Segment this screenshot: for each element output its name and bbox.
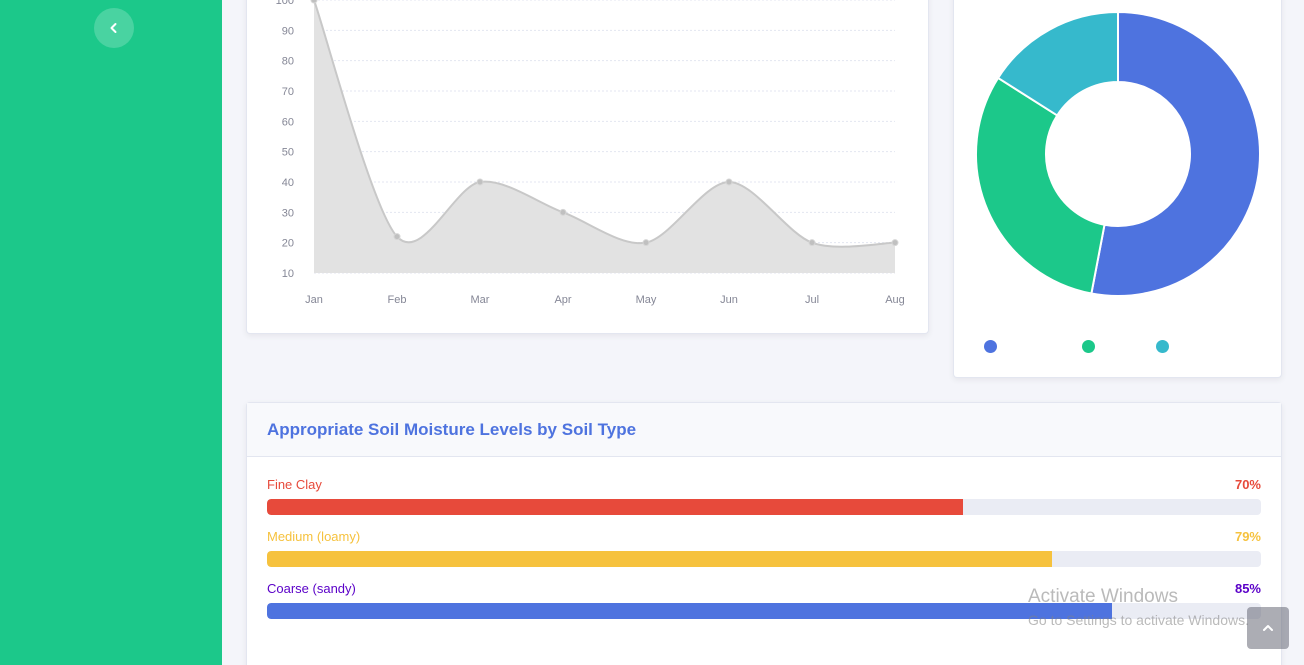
y-tick-label: 50 xyxy=(282,147,294,159)
progress-track xyxy=(267,551,1261,567)
data-point[interactable] xyxy=(891,239,899,247)
progress-labels: Coarse (sandy) 85% xyxy=(267,581,1261,596)
y-tick-label: 60 xyxy=(282,116,294,128)
y-tick-label: 100 xyxy=(276,0,294,7)
donut-chart-card xyxy=(953,0,1282,378)
soil-card-title: Appropriate Soil Moisture Levels by Soil… xyxy=(267,420,637,439)
donut-chart xyxy=(975,10,1261,297)
progress-track xyxy=(267,499,1261,515)
data-point[interactable] xyxy=(559,208,567,216)
data-point[interactable] xyxy=(642,239,650,247)
progress-label: Coarse (sandy) xyxy=(267,581,356,596)
x-tick-label: Jul xyxy=(805,294,819,306)
legend-dot[interactable] xyxy=(984,340,997,353)
progress-row: Fine Clay 70% xyxy=(267,477,1261,515)
progress-labels: Medium (loamy) 79% xyxy=(267,529,1261,544)
x-tick-label: Apr xyxy=(554,294,571,306)
y-tick-label: 20 xyxy=(282,238,294,250)
y-tick-label: 10 xyxy=(282,268,294,280)
data-point[interactable] xyxy=(310,0,318,4)
area-fill xyxy=(314,0,895,273)
x-tick-label: Jun xyxy=(720,294,738,306)
progress-fill xyxy=(267,551,1053,567)
donut-slice[interactable] xyxy=(1090,10,1261,297)
chevron-up-icon xyxy=(1263,625,1273,631)
legend-dot[interactable] xyxy=(1082,340,1095,353)
y-tick-label: 40 xyxy=(282,177,294,189)
progress-value: 79% xyxy=(1234,529,1261,544)
data-point[interactable] xyxy=(393,233,401,241)
progress-row: Coarse (sandy) 85% xyxy=(267,581,1261,619)
y-tick-label: 70 xyxy=(282,86,294,98)
sidebar xyxy=(0,0,222,665)
series-line xyxy=(313,0,896,248)
donut-slice[interactable] xyxy=(996,10,1119,117)
x-tick-label: May xyxy=(636,294,657,306)
y-tick-label: 90 xyxy=(282,25,294,37)
progress-value: 85% xyxy=(1234,581,1261,596)
x-tick-label: Jan xyxy=(305,294,323,306)
scroll-to-top-button[interactable] xyxy=(1247,607,1289,649)
progress-label: Fine Clay xyxy=(267,477,322,492)
legend-dot[interactable] xyxy=(1156,340,1169,353)
progress-track xyxy=(267,603,1261,619)
data-point[interactable] xyxy=(725,178,733,186)
progress-row: Medium (loamy) 79% xyxy=(267,529,1261,567)
donut-legend xyxy=(984,340,1264,354)
progress-value: 70% xyxy=(1234,477,1261,492)
x-tick-label: Feb xyxy=(388,294,407,306)
x-tick-label: Aug xyxy=(885,294,905,306)
chevron-left-icon xyxy=(110,23,117,33)
progress-label: Medium (loamy) xyxy=(267,529,361,544)
soil-card-body: Fine Clay 70% Medium (loamy) 79% Coarse (san… xyxy=(247,457,1281,619)
progress-fill xyxy=(267,499,963,515)
soil-card-header: Appropriate Soil Moisture Levels by Soil… xyxy=(247,403,1281,457)
data-point[interactable] xyxy=(808,239,816,247)
area-chart-card: 100 90 80 70 60 50 40 30 20 10 Jan Feb Mar Apr May Jun J… xyxy=(246,0,929,334)
sidebar-toggle-button[interactable] xyxy=(94,8,134,48)
progress-fill xyxy=(267,603,1112,619)
area-chart: 100 90 80 70 60 50 40 30 20 10 Jan Feb Mar Apr May Jun J… xyxy=(276,0,905,306)
progress-labels: Fine Clay 70% xyxy=(267,477,1261,492)
data-point[interactable] xyxy=(476,178,484,186)
x-tick-label: Mar xyxy=(471,294,490,306)
y-tick-label: 30 xyxy=(282,207,294,219)
donut-slice[interactable] xyxy=(975,76,1106,295)
soil-moisture-card: Appropriate Soil Moisture Levels by Soil… xyxy=(246,402,1282,665)
y-tick-label: 80 xyxy=(282,56,294,68)
